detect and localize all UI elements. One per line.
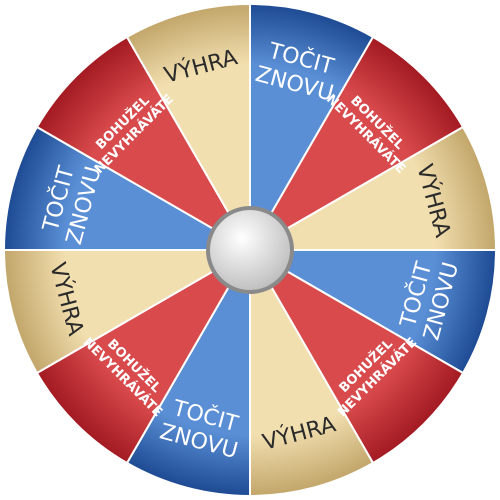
segment-tocit-znovu-4 bbox=[2, 125, 254, 251]
segment-vyhra-2 bbox=[249, 246, 375, 498]
wheel-hub[interactable] bbox=[206, 206, 294, 294]
segment-vyhra-4 bbox=[125, 2, 251, 254]
segment-bohuzel-nevyhravate-4 bbox=[35, 35, 253, 253]
segment-tocit-znovu-1 bbox=[249, 2, 375, 254]
segment-tocit-znovu-2 bbox=[246, 249, 498, 375]
segment-vyhra-3 bbox=[2, 249, 254, 375]
spin-hub-button[interactable] bbox=[210, 210, 290, 290]
segment-bohuzel-nevyhravate-3 bbox=[35, 247, 253, 465]
segment-label-tocit-znovu-2: TOČITZNOVU bbox=[393, 253, 464, 343]
segment-tocit-znovu-3 bbox=[125, 246, 251, 498]
segment-bohuzel-nevyhravate-1 bbox=[247, 35, 465, 253]
segment-vyhra-1 bbox=[246, 125, 498, 251]
segment-bohuzel-nevyhravate-2 bbox=[247, 247, 465, 465]
